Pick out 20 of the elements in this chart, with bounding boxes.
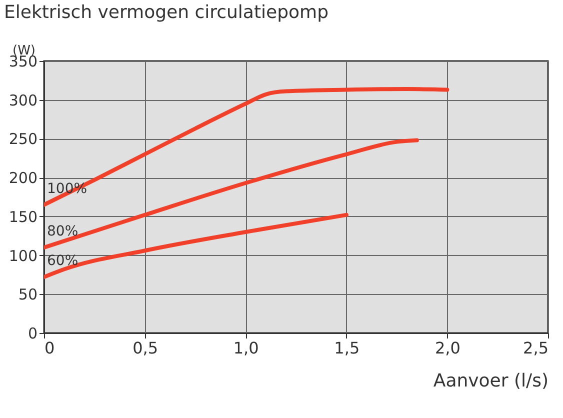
y-tick-label: 200 [8, 169, 38, 188]
chart-title: Elektrisch vermogen circulatiepomp [4, 2, 328, 23]
x-tick-label: 2,5 [523, 338, 548, 358]
x-tick-label: 1,0 [233, 338, 259, 358]
line-series [44, 86, 450, 207]
y-tick-label: 250 [8, 130, 38, 148]
x-tick-label: 0,5 [132, 338, 158, 358]
x-tick-label: 1,5 [334, 338, 360, 358]
y-tick-label: 300 [8, 91, 38, 110]
series-label: 80% [47, 224, 78, 240]
y-tick-label: 50 [18, 286, 38, 304]
series-label: 60% [47, 253, 78, 270]
x-tick-label: 2,0 [434, 338, 460, 358]
y-tick-label: 0 [28, 324, 38, 342]
y-tick-label: 150 [8, 208, 38, 226]
line-series [44, 138, 419, 250]
line-series [44, 212, 348, 280]
x-tick-label: 0 [44, 338, 55, 358]
x-axis-title: Aanvoer (l/s) [433, 370, 548, 392]
y-tick-label: 100 [8, 246, 38, 265]
